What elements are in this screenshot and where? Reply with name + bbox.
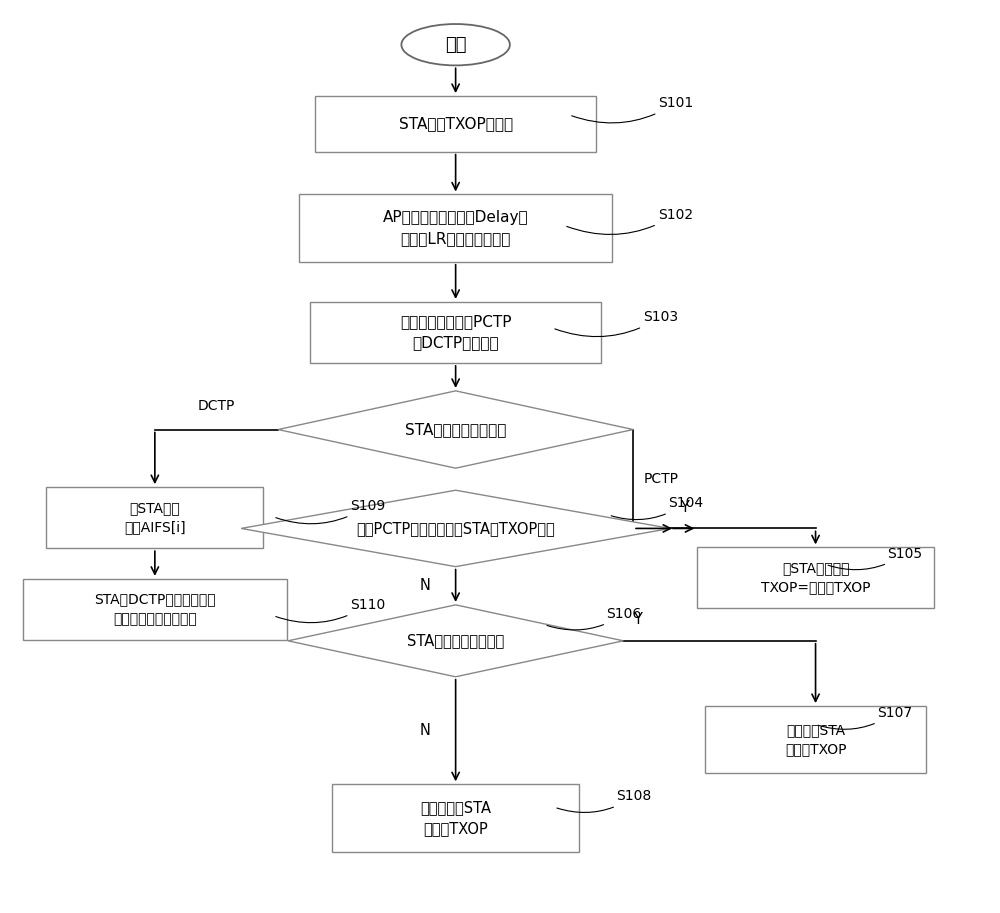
Polygon shape [288, 604, 623, 677]
Ellipse shape [401, 24, 510, 66]
Text: S103: S103 [555, 310, 678, 337]
Text: STA占用超帧信道资源: STA占用超帧信道资源 [405, 422, 506, 437]
Text: S101: S101 [572, 96, 693, 123]
Text: PCTP: PCTP [644, 472, 679, 486]
FancyBboxPatch shape [332, 784, 579, 852]
Text: DCTP: DCTP [198, 399, 235, 414]
Text: S106: S106 [547, 607, 642, 630]
Text: 等比例缩短STA
申请的TXOP: 等比例缩短STA 申请的TXOP [420, 800, 491, 836]
FancyBboxPatch shape [23, 579, 287, 640]
Text: Y: Y [633, 613, 642, 627]
Text: 优先满足STA
申请的TXOP: 优先满足STA 申请的TXOP [785, 723, 846, 757]
Text: 动态分配当前超帧PCTP
与DCTP长度大小: 动态分配当前超帧PCTP 与DCTP长度大小 [400, 314, 511, 351]
Text: S104: S104 [611, 497, 703, 519]
Text: 各STA实际分配
TXOP=申请的TXOP: 各STA实际分配 TXOP=申请的TXOP [761, 561, 870, 594]
Text: S107: S107 [818, 706, 912, 729]
Text: AP判断当前全局时延Delay和
丢包率LR与上限值的关系: AP判断当前全局时延Delay和 丢包率LR与上限值的关系 [383, 210, 528, 247]
FancyBboxPatch shape [299, 194, 612, 262]
Text: S109: S109 [276, 498, 385, 524]
Text: 各STA管理
当前AIFS[i]: 各STA管理 当前AIFS[i] [124, 501, 186, 534]
FancyBboxPatch shape [697, 547, 934, 608]
FancyBboxPatch shape [705, 706, 926, 773]
Polygon shape [278, 391, 633, 468]
Text: 开始: 开始 [445, 36, 466, 54]
Text: S105: S105 [828, 547, 923, 570]
Text: N: N [420, 578, 431, 593]
FancyBboxPatch shape [315, 96, 596, 152]
Text: STA在DCTP阶段竞争接入
信道重传多媒体数据包: STA在DCTP阶段竞争接入 信道重传多媒体数据包 [94, 593, 216, 626]
Text: STA发送TXOP申请帧: STA发送TXOP申请帧 [399, 116, 513, 131]
Text: STA有剩余数据未发送: STA有剩余数据未发送 [407, 634, 504, 648]
FancyBboxPatch shape [310, 302, 601, 363]
Polygon shape [241, 490, 670, 567]
Text: S110: S110 [276, 598, 385, 623]
Text: 当前PCTP长度满足所有STA的TXOP申请: 当前PCTP长度满足所有STA的TXOP申请 [356, 521, 555, 536]
FancyBboxPatch shape [46, 487, 263, 548]
Text: Y: Y [680, 500, 689, 515]
Text: S108: S108 [557, 790, 652, 813]
Text: N: N [420, 723, 431, 738]
Text: S102: S102 [567, 207, 693, 235]
